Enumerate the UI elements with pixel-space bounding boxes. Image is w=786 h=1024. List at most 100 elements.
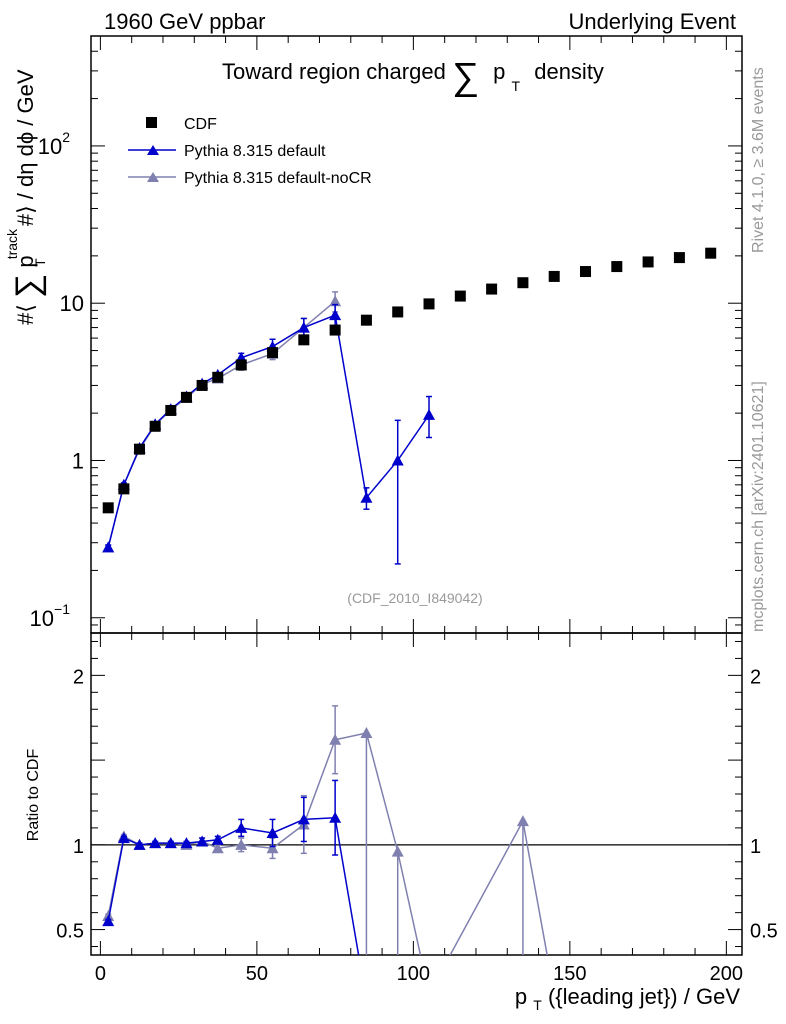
ratio-nocr-point	[360, 726, 373, 738]
main-ytick-label: 1	[72, 448, 84, 473]
main-ytick-label: 102	[38, 129, 70, 159]
cdf-point	[705, 247, 717, 259]
cdf-point	[329, 324, 341, 336]
cdf-point	[454, 290, 466, 302]
legend-cdf-label: CDF	[184, 116, 217, 133]
ratio-ytick-label: 2	[73, 666, 84, 688]
cdf-point	[298, 334, 310, 346]
ratio-default-point	[164, 837, 177, 849]
ratio-nocr-point	[391, 845, 404, 857]
ratio-default-point	[133, 838, 146, 850]
ratio-xtick-label: 0	[95, 963, 106, 985]
xlabel-sub: T	[533, 997, 542, 1013]
title-tail: density	[534, 59, 604, 84]
ratio-ylabel: Ratio to CDF	[25, 749, 42, 842]
title-p: p	[493, 59, 505, 84]
legend-default-label: Pythia 8.315 default	[184, 143, 326, 160]
ylabel-pre: #⟨	[13, 304, 38, 325]
ratio-xtick-label: 50	[246, 963, 268, 985]
cdf-point	[118, 483, 130, 495]
cdf-point	[134, 443, 146, 455]
cdf-point	[235, 359, 247, 371]
ratio-nocr-point	[266, 842, 279, 854]
ylabel-post: #⟩ / dη dϕ / GeV	[13, 69, 38, 226]
main-point-1	[423, 408, 436, 420]
cdf-point	[102, 502, 114, 514]
ratio-default-point	[102, 915, 115, 927]
ratio-xlabel: p T ({leading jet}) / GeV	[515, 984, 740, 1015]
ratio-default-point	[266, 826, 279, 838]
ylabel-sum: ∑	[9, 274, 47, 298]
main-point-1	[297, 321, 310, 333]
ratio-axes: 0 50 100 150 200 0.5 0.5 1 1 2 2	[56, 633, 778, 985]
rivet-label: Rivet 4.1.0, ≥ 3.6M events	[750, 67, 767, 253]
main-ytick-label: 10	[60, 291, 84, 316]
main-point-1	[102, 541, 115, 553]
cdf-point	[196, 379, 208, 391]
ratio-default-point	[211, 833, 224, 845]
xlabel-p: p	[515, 984, 527, 1009]
cdf-point	[580, 266, 592, 278]
cdf-point	[486, 283, 498, 295]
ratio-default-point	[149, 837, 162, 849]
ratio-nocr-point	[329, 733, 342, 745]
ratio-nocr-point	[516, 815, 529, 827]
ratio-data	[102, 705, 548, 955]
cdf-point	[642, 256, 654, 268]
mcplots-label: mcplots.cern.ch [arXiv:2401.10621]	[750, 381, 767, 632]
ratio-xtick-label: 100	[397, 963, 430, 985]
ratio-ytick-label: 1	[73, 836, 84, 858]
cdf-point	[392, 306, 404, 318]
title-sub: T	[512, 78, 521, 94]
main-point-2	[329, 295, 342, 307]
ratio-nocr-point	[235, 838, 248, 850]
legend-default-marker	[147, 145, 159, 155]
cdf-point	[423, 298, 435, 310]
ratio-ytick-label-right: 0.5	[750, 921, 778, 943]
ratio-default-point	[180, 837, 193, 849]
ratio-default-point	[117, 832, 130, 844]
ratio-ytick-label-right: 1	[750, 836, 761, 858]
main-ylabel: #⟨ ∑ p track T #⟩ / dη dϕ / GeV	[0, 69, 50, 325]
cdf-point	[611, 261, 623, 273]
ratio-panel-frame	[90, 632, 743, 956]
ratio-nocr-point	[211, 842, 224, 854]
cdf-point	[673, 252, 685, 264]
main-point-1	[329, 309, 342, 321]
main-axes: 10−1 1 10 102	[30, 35, 742, 634]
analysis-watermark: (CDF_2010_I849042)	[347, 590, 482, 606]
ratio-default-point	[329, 811, 342, 823]
legend-nocr-label: Pythia 8.315 default-noCR	[184, 170, 372, 187]
ratio-xtick-label: 150	[553, 963, 586, 985]
ratio-xtick-label: 200	[710, 963, 743, 985]
main-data	[102, 247, 717, 565]
ratio-default-point	[297, 813, 310, 825]
ylabel-sup: track	[4, 228, 20, 259]
cdf-point	[360, 314, 372, 326]
main-ytick-label: 10−1	[30, 601, 71, 631]
cdf-point	[267, 347, 279, 359]
xlabel-tail: ({leading jet}) / GeV	[548, 984, 740, 1009]
ratio-ytick-label-right: 2	[750, 666, 761, 688]
header-right: Underlying Event	[568, 9, 736, 34]
ratio-ytick-label: 0.5	[56, 921, 84, 943]
ratio-default-point	[235, 821, 248, 833]
ylabel-sub: T	[32, 258, 48, 267]
cdf-point	[165, 404, 177, 416]
cdf-point	[149, 420, 161, 432]
legend-cdf-marker	[146, 117, 157, 128]
cdf-point	[548, 270, 560, 282]
title-text: Toward region charged	[222, 59, 446, 84]
main-title: Toward region charged ∑ p T density	[222, 56, 604, 98]
legend: CDF Pythia 8.315 default Pythia 8.315 de…	[128, 116, 372, 187]
ratio-default-point	[196, 835, 209, 847]
cdf-point	[517, 277, 529, 289]
header-left: 1960 GeV ppbar	[104, 9, 265, 34]
cdf-point	[212, 371, 224, 383]
legend-nocr-marker	[147, 172, 159, 182]
main-point-1	[391, 454, 404, 466]
main-point-1	[360, 491, 373, 503]
cdf-point	[180, 391, 192, 403]
title-sum-symbol: ∑	[452, 56, 479, 98]
